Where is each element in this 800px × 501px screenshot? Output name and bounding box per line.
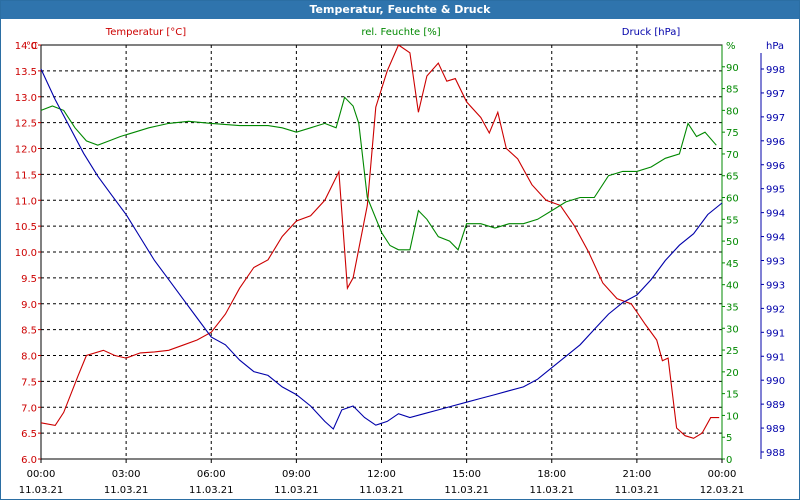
pressure-tick-label: 997 [766,89,785,100]
pressure-tick-label: 988 [766,448,785,459]
pressure-axis-title: Druck [hPa] [622,27,681,38]
pressure-tick-label: 996 [766,137,785,148]
pressure-tick-label: 994 [766,209,785,220]
pressure-tick-label: 995 [766,185,785,196]
pressure-tick-label: 990 [766,376,785,387]
humidity-tick-label: 15 [726,390,739,401]
humidity-tick-label: 85 [726,85,739,96]
x-tick-date-label: 11.03.21 [529,485,574,496]
temperature-tick-label: 7.0 [21,403,37,414]
pressure-tick-label: 991 [766,328,785,339]
temperature-tick-label: 8.5 [21,326,37,337]
temperature-tick-label: 8.0 [21,352,37,363]
x-tick-time-label: 00:00 [27,469,56,480]
x-tick-time-label: 12:00 [367,469,396,480]
pressure-series-line [40,68,723,430]
pressure-unit-label: hPa [766,41,784,52]
temperature-tick-label: 9.5 [21,274,37,285]
temperature-tick-label: 6.0 [21,455,37,466]
x-tick-time-label: 03:00 [112,469,141,480]
humidity-tick-label: 70 [726,150,739,161]
x-tick-date-label: 11.03.21 [359,485,404,496]
humidity-tick-label: 30 [726,324,739,335]
pressure-tick-label: 993 [766,280,785,291]
temperature-axis-title: Temperatur [°C] [105,27,186,38]
temperature-unit-label: °C [26,41,38,52]
humidity-series-line [40,96,717,251]
humidity-axis-title: rel. Feuchte [%] [361,27,440,38]
pressure-tick-label: 993 [766,257,785,268]
humidity-tick-label: 25 [726,346,739,357]
x-tick-time-label: 15:00 [452,469,481,480]
humidity-tick-label: 75 [726,128,739,139]
x-tick-date-label: 11.03.21 [104,485,149,496]
humidity-tick-label: 10 [726,411,739,422]
x-tick-date-label: 11.03.21 [189,485,234,496]
temperature-tick-label: 12.0 [15,145,37,156]
x-tick-date-label: 11.03.21 [19,485,64,496]
temperature-tick-label: 10.5 [15,222,37,233]
pressure-tick-label: 994 [766,233,785,244]
humidity-tick-label: 90 [726,63,739,74]
pressure-tick-label: 989 [766,424,785,435]
x-tick-date-label: 11.03.21 [444,485,489,496]
humidity-tick-label: 5 [726,433,732,444]
x-tick-date-label: 12.03.21 [700,485,745,496]
temperature-tick-label: 13.5 [15,67,37,78]
humidity-tick-label: 65 [726,172,739,183]
x-tick-time-label: 06:00 [197,469,226,480]
temperature-series-line [40,44,720,439]
temperature-tick-label: 9.0 [21,300,37,311]
x-tick-time-label: 21:00 [622,469,651,480]
pressure-tick-label: 996 [766,161,785,172]
x-tick-date-label: 11.03.21 [615,485,660,496]
temperature-tick-label: 6.5 [21,429,37,440]
pressure-tick-label: 992 [766,304,785,315]
pressure-tick-label: 997 [766,113,785,124]
x-tick-date-label: 11.03.21 [274,485,319,496]
temperature-tick-label: 14.0 [15,41,37,52]
temperature-tick-label: 11.5 [15,170,37,181]
humidity-tick-label: 40 [726,281,739,292]
temperature-tick-label: 7.5 [21,377,37,388]
humidity-tick-label: 20 [726,368,739,379]
humidity-tick-label: 55 [726,215,739,226]
humidity-tick-label: 0 [726,455,732,466]
temperature-tick-label: 12.5 [15,119,37,130]
humidity-tick-label: 80 [726,106,739,117]
temperature-tick-label: 13.0 [15,93,37,104]
temperature-tick-label: 11.0 [15,196,37,207]
window-title: Temperatur, Feuchte & Druck [1,1,799,19]
pressure-tick-label: 998 [766,65,785,76]
temperature-tick-label: 10.0 [15,248,37,259]
x-tick-time-label: 00:00 [708,469,737,480]
humidity-tick-label: 50 [726,237,739,248]
humidity-tick-label: 60 [726,194,739,205]
pressure-tick-label: 989 [766,400,785,411]
x-tick-time-label: 18:00 [537,469,566,480]
humidity-tick-label: 45 [726,259,739,270]
pressure-tick-label: 991 [766,352,785,363]
x-tick-time-label: 09:00 [282,469,311,480]
humidity-tick-label: 35 [726,302,739,313]
humidity-unit-label: % [726,41,736,52]
